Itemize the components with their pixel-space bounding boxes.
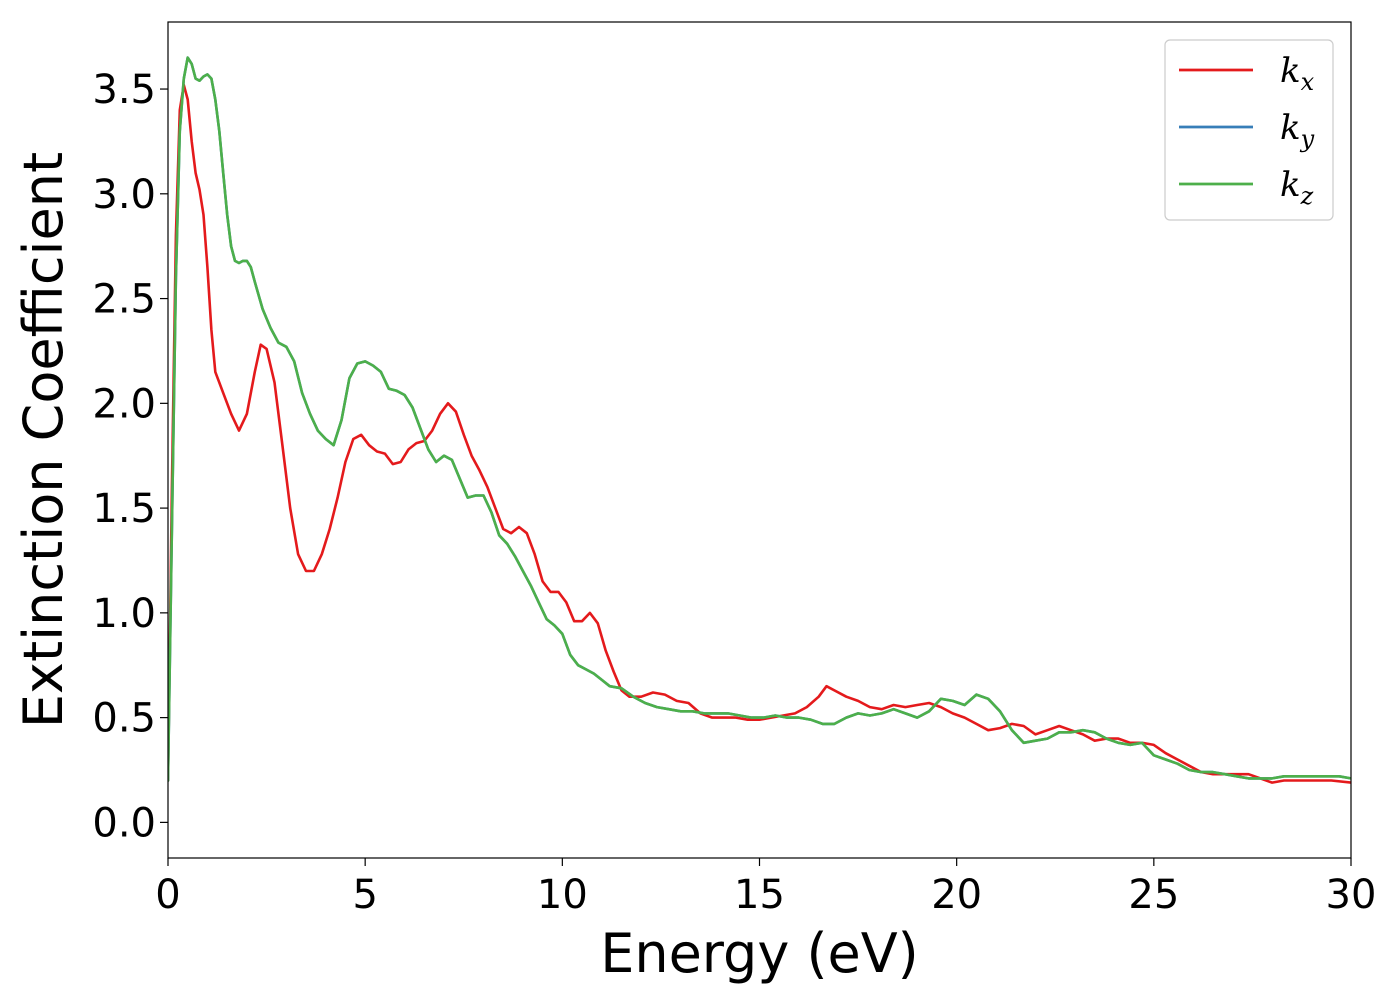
x-tick-label: 0 — [155, 872, 180, 918]
legend-frame — [1164, 39, 1334, 221]
y-tick-label: 0.5 — [92, 696, 156, 742]
x-tick-label: 25 — [1128, 872, 1179, 918]
x-tick-label: 20 — [931, 872, 982, 918]
legend-label-k-z: kz — [1280, 165, 1314, 210]
series-layer — [168, 56, 1351, 784]
x-tick-label: 30 — [1326, 872, 1377, 918]
legend-label-k-x: kx — [1280, 51, 1315, 96]
y-tick-label: 3.5 — [92, 67, 156, 113]
legend-label-k-y: ky — [1280, 108, 1315, 153]
legend: kx ky kz — [1164, 39, 1334, 221]
series-line-k-x — [168, 83, 1351, 784]
y-tick-label: 2.0 — [92, 381, 156, 427]
x-tick-label: 15 — [734, 872, 785, 918]
y-tick-label: 0.0 — [92, 800, 156, 846]
x-axis-label: Energy (eV) — [600, 922, 919, 985]
ticks-layer: 0 5 10 15 20 25 30 0.0 0.5 1.0 1.5 2.0 2.5 3.0 3.5 — [92, 67, 1376, 918]
y-tick-label: 3.0 — [92, 172, 156, 218]
y-tick-label: 2.5 — [92, 277, 156, 323]
y-tick-label: 1.5 — [92, 486, 156, 532]
series-line-k-z — [168, 56, 1351, 782]
x-tick-label: 10 — [537, 872, 588, 918]
y-tick-label: 1.0 — [92, 591, 156, 637]
x-tick-label: 5 — [352, 872, 377, 918]
y-axis-label: Extinction Coefficient — [12, 152, 75, 728]
